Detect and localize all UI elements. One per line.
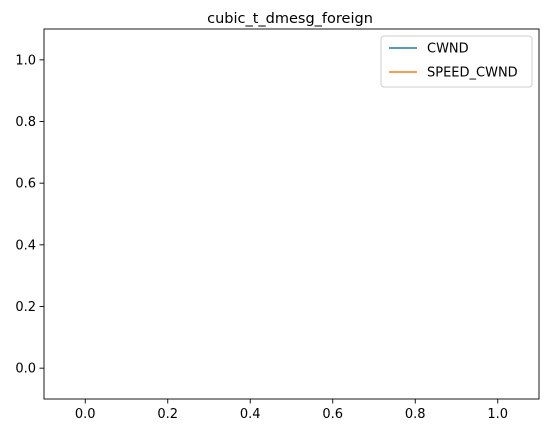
y-tick-label: 0.0 xyxy=(15,362,36,377)
y-tick-label: 0.8 xyxy=(15,115,36,130)
y-axis: 0.0 0.2 0.4 0.6 0.8 1.0 xyxy=(15,53,44,377)
legend-box xyxy=(380,35,533,88)
plot-frame xyxy=(43,28,540,400)
x-tick-label: 0.6 xyxy=(322,407,343,422)
x-tick-label: 0.0 xyxy=(75,407,96,422)
y-tick-label: 0.4 xyxy=(15,238,36,253)
y-tick-label: 1.0 xyxy=(15,53,36,68)
x-tick-label: 1.0 xyxy=(487,407,508,422)
x-tick-label: 0.4 xyxy=(240,407,261,422)
y-tick-label: 0.2 xyxy=(15,300,36,315)
chart-title: cubic_t_dmesg_foreign xyxy=(207,11,373,27)
x-tick-label: 0.2 xyxy=(157,407,178,422)
legend-label-speed-cwnd: SPEED_CWND xyxy=(427,66,518,81)
legend-label-cwnd: CWND xyxy=(427,42,469,57)
x-axis: 0.0 0.2 0.4 0.6 0.8 1.0 xyxy=(75,399,508,422)
y-tick-label: 0.6 xyxy=(15,177,36,192)
legend: CWND SPEED_CWND xyxy=(380,35,533,88)
x-tick-label: 0.8 xyxy=(405,407,426,422)
